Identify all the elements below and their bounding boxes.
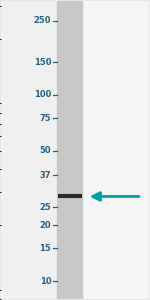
Text: 25: 25 xyxy=(39,202,51,211)
Text: 50: 50 xyxy=(40,146,51,155)
Text: 20: 20 xyxy=(40,220,51,230)
Bar xyxy=(57,1,82,299)
Bar xyxy=(82,0,149,299)
Text: 250: 250 xyxy=(34,16,51,25)
Text: 37: 37 xyxy=(40,171,51,180)
Text: 15: 15 xyxy=(39,244,51,253)
Text: 10: 10 xyxy=(40,277,51,286)
Text: 150: 150 xyxy=(34,58,51,67)
Text: 75: 75 xyxy=(40,114,51,123)
Text: 100: 100 xyxy=(34,90,51,99)
